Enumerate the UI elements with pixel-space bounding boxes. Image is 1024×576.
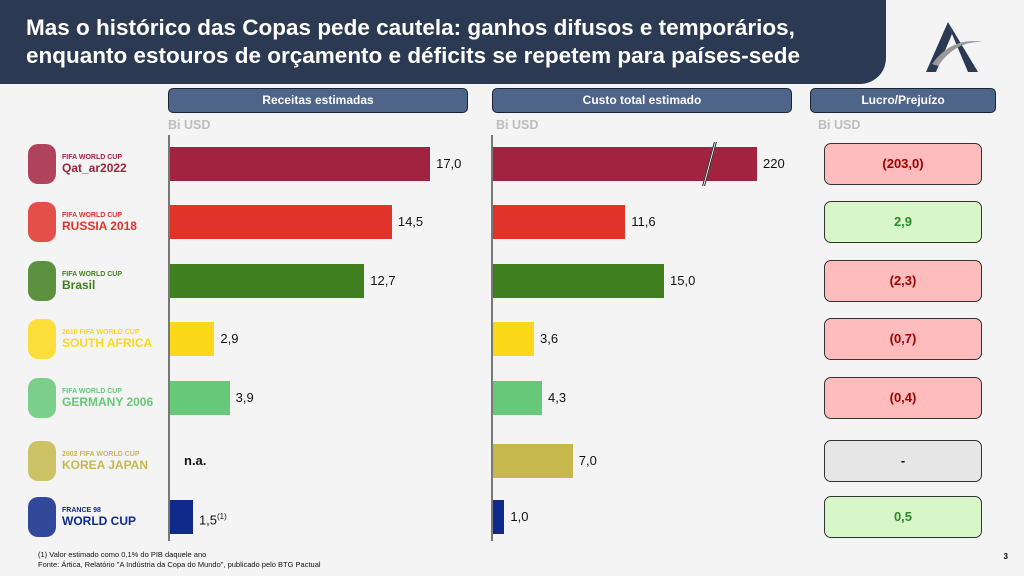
- cup-emblem-icon: [28, 202, 56, 242]
- footnotes: (1) Valor estimado como 0,1% do PIB daqu…: [38, 550, 321, 570]
- revenue-label: n.a.: [184, 453, 207, 468]
- revenue-value: 12,7: [370, 273, 396, 288]
- cup-logo: FIFA WORLD CUP GERMANY 2006: [28, 374, 158, 422]
- revenue-value: 14,5: [397, 214, 424, 229]
- cost-label: 220: [763, 156, 785, 171]
- cup-emblem-icon: [28, 261, 56, 301]
- cup-logo: 2010 FIFA WORLD CUP SOUTH AFRICA: [28, 315, 158, 363]
- cost-bar: [493, 381, 543, 415]
- revenue-bar: [170, 205, 392, 239]
- cup-logo-line1: FIFA WORLD CUP: [62, 153, 123, 161]
- cup-logo-line1: FIFA WORLD CUP: [62, 387, 123, 395]
- cup-logo-line1: FIFA WORLD CUP: [62, 211, 123, 219]
- revenue-unit: Bi USD: [168, 118, 211, 132]
- revenue-bar: [170, 264, 365, 298]
- artica-logo-icon: [926, 22, 982, 72]
- cup-logo-line2: GERMANY 2006: [62, 394, 154, 409]
- cup-logo: 2002 FIFA WORLD CUP KOREA JAPAN: [28, 437, 158, 485]
- revenue-value: 2,9: [220, 331, 239, 346]
- revenue-label: 1,5(1): [199, 500, 227, 537]
- cup-logo: FIFA WORLD CUP Qat_ar2022: [28, 140, 158, 188]
- cost-bar: [493, 264, 664, 298]
- cup-logo-line1: 2010 FIFA WORLD CUP: [62, 328, 140, 336]
- cost-unit: Bi USD: [496, 118, 539, 132]
- page-number: 3: [1003, 552, 1008, 561]
- cup-logo: FRANCE 98 WORLD CUP: [28, 493, 158, 541]
- profit-header: Lucro/Prejuízo: [810, 88, 996, 113]
- cost-bar: [493, 205, 626, 239]
- title-line-2: enquanto estouros de orçamento e déficit…: [26, 43, 801, 68]
- cup-logo-line2: RUSSIA 2018: [62, 218, 137, 233]
- cup-logo-line2: SOUTH AFRICA: [62, 335, 153, 350]
- revenue-label: 14,5: [398, 205, 423, 239]
- cup-emblem-icon: [28, 144, 56, 184]
- revenue-bar: [170, 500, 193, 534]
- cup-logo-line2: Brasil: [62, 277, 96, 292]
- cup-logo-line2: WORLD CUP: [62, 513, 136, 528]
- cost-label: 15,0: [670, 273, 696, 288]
- cost-label: 3,6: [540, 331, 559, 346]
- cup-logo-line1: FRANCE 98: [62, 506, 101, 514]
- cup-emblem-icon: [28, 497, 56, 537]
- revenue-value: 3,9: [235, 390, 254, 405]
- cost-label: 11,6: [631, 214, 656, 229]
- profit-unit: Bi USD: [818, 118, 861, 132]
- revenue-axis: [168, 135, 170, 541]
- cost-label: 7,0: [578, 453, 597, 468]
- cup-emblem-icon: [28, 378, 56, 418]
- revenue-label: 3,9: [236, 381, 254, 415]
- cost-label: 4,3: [548, 390, 567, 405]
- cost-bar: [493, 147, 757, 181]
- cost-label: 1,0: [510, 509, 529, 524]
- revenue-label: 2,9: [220, 322, 238, 356]
- revenue-bar: [170, 147, 431, 181]
- cup-logo-line2: KOREA JAPAN: [62, 457, 149, 472]
- cup-logo: FIFA WORLD CUP Brasil: [28, 257, 158, 305]
- revenue-header: Receitas estimadas: [168, 88, 468, 113]
- cup-logo-line1: 2002 FIFA WORLD CUP: [62, 450, 140, 458]
- profit-box: 0,5: [824, 496, 982, 538]
- revenue-value: 1,5: [198, 512, 218, 528]
- profit-box: (2,3): [824, 260, 982, 302]
- cost-axis: [491, 135, 493, 541]
- revenue-value: 17,0: [436, 156, 462, 171]
- title-banner: Mas o histórico das Copas pede cautela: …: [0, 0, 886, 84]
- cost-bar: [493, 500, 505, 534]
- revenue-label: 12,7: [370, 264, 395, 298]
- cup-emblem-icon: [28, 441, 56, 481]
- profit-box: 2,9: [824, 201, 982, 243]
- cup-emblem-icon: [28, 319, 56, 359]
- profit-box: (0,4): [824, 377, 982, 419]
- title-line-1: Mas o histórico das Copas pede cautela: …: [26, 15, 795, 40]
- revenue-bar: [170, 381, 230, 415]
- cup-logo: FIFA WORLD CUP RUSSIA 2018: [28, 198, 158, 246]
- cost-bar: [493, 444, 573, 478]
- source: Fonte: Ártica, Relatório "A Indústria da…: [38, 560, 321, 569]
- profit-box: -: [824, 440, 982, 482]
- note-marker: (1): [217, 512, 227, 521]
- revenue-label: 17,0: [436, 147, 461, 181]
- revenue-bar: [170, 322, 215, 356]
- footnote: (1) Valor estimado como 0,1% do PIB daqu…: [38, 550, 207, 559]
- cost-bar: [493, 322, 535, 356]
- profit-box: (0,7): [824, 318, 982, 360]
- cup-logo-line1: FIFA WORLD CUP: [62, 270, 123, 278]
- cup-logo-line2: Qat_ar2022: [62, 160, 127, 175]
- cost-header: Custo total estimado: [492, 88, 792, 113]
- profit-box: (203,0): [824, 143, 982, 185]
